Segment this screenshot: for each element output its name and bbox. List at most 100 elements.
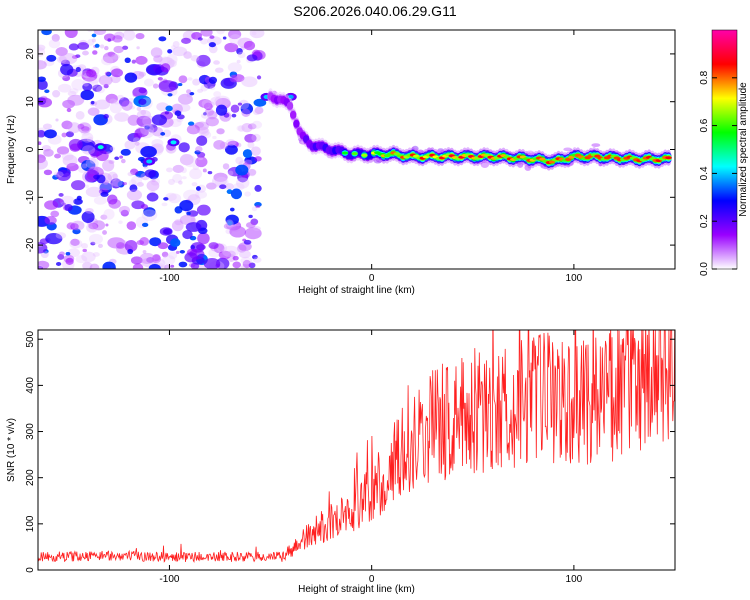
noise-blob bbox=[44, 129, 57, 139]
noise-blob bbox=[88, 233, 103, 245]
noise-blob bbox=[90, 241, 96, 246]
noise-blob bbox=[38, 47, 46, 57]
ridge-segment bbox=[286, 101, 294, 110]
noise-blob bbox=[38, 60, 47, 70]
noise-blob bbox=[189, 168, 203, 180]
ridge-segment bbox=[361, 153, 368, 157]
noise-blob bbox=[140, 146, 157, 158]
noise-blob bbox=[103, 208, 115, 220]
noise-blob bbox=[179, 250, 186, 254]
noise-blob bbox=[197, 88, 204, 93]
noise-blob bbox=[53, 171, 64, 178]
noise-blob bbox=[227, 62, 242, 73]
noise-blob bbox=[210, 96, 223, 106]
noise-blob bbox=[183, 155, 197, 168]
noise-blob bbox=[178, 261, 188, 268]
noise-blob bbox=[81, 132, 94, 143]
noise-blob bbox=[90, 100, 95, 105]
noise-blob bbox=[87, 39, 95, 46]
noise-blob bbox=[98, 180, 114, 191]
noise-blob bbox=[195, 156, 208, 168]
noise-blob bbox=[251, 206, 258, 212]
noise-blob bbox=[97, 243, 103, 248]
noise-blob bbox=[167, 93, 173, 97]
noise-blob bbox=[69, 88, 79, 95]
noise-blob bbox=[241, 108, 251, 117]
noise-blob bbox=[563, 147, 572, 152]
noise-blob bbox=[224, 42, 239, 53]
noise-blob bbox=[151, 139, 164, 148]
noise-blob bbox=[103, 33, 116, 42]
y-tick-label: 300 bbox=[25, 423, 36, 440]
noise-blob bbox=[131, 59, 136, 64]
noise-blob bbox=[105, 223, 109, 227]
noise-blob bbox=[82, 145, 95, 155]
noise-blob bbox=[77, 42, 90, 50]
noise-blob bbox=[236, 244, 247, 253]
noise-blob bbox=[250, 146, 261, 156]
noise-blob bbox=[248, 214, 253, 219]
noise-blob bbox=[65, 257, 74, 265]
noise-blob bbox=[251, 133, 261, 142]
noise-blob bbox=[169, 118, 182, 128]
noise-blob bbox=[102, 261, 116, 269]
noise-blob bbox=[136, 106, 142, 112]
noise-blob bbox=[98, 30, 107, 35]
noise-blob bbox=[170, 238, 181, 247]
noise-blob bbox=[158, 80, 177, 93]
noise-blob bbox=[236, 125, 245, 132]
noise-blob bbox=[183, 51, 192, 59]
noise-blob bbox=[143, 78, 154, 87]
noise-blob bbox=[227, 220, 233, 226]
noise-blob bbox=[219, 184, 227, 190]
noise-blob bbox=[181, 37, 191, 44]
noise-blob bbox=[91, 33, 97, 38]
noise-blob bbox=[107, 51, 116, 57]
x-tick-label: 100 bbox=[566, 273, 583, 284]
noise-blob bbox=[236, 48, 243, 55]
noise-blob bbox=[213, 172, 228, 182]
noise-blob bbox=[102, 159, 115, 172]
noise-blob bbox=[252, 254, 258, 260]
noise-blob bbox=[93, 196, 107, 205]
noise-blob bbox=[138, 98, 147, 105]
noise-blob bbox=[109, 146, 115, 151]
noise-blob bbox=[164, 264, 171, 269]
y-tick-label: 200 bbox=[25, 469, 36, 486]
noise-blob bbox=[92, 50, 98, 55]
noise-blob bbox=[162, 129, 172, 138]
noise-blob bbox=[114, 156, 120, 161]
noise-blob bbox=[178, 142, 190, 153]
noise-blob bbox=[80, 129, 90, 136]
noise-blob bbox=[171, 220, 184, 232]
noise-blob bbox=[254, 106, 264, 115]
noise-blob bbox=[243, 40, 256, 51]
noise-blob bbox=[89, 263, 100, 269]
noise-blob bbox=[225, 183, 234, 190]
noise-blob bbox=[241, 76, 258, 88]
noise-blob bbox=[129, 105, 136, 110]
noise-blob bbox=[214, 95, 231, 107]
noise-blob bbox=[189, 92, 195, 96]
noise-blob bbox=[171, 45, 176, 50]
noise-blob bbox=[43, 169, 53, 176]
noise-blob bbox=[64, 30, 78, 39]
noise-blob bbox=[166, 53, 178, 65]
noise-blob bbox=[179, 199, 194, 212]
y-tick-label: 0 bbox=[25, 146, 36, 152]
noise-blob bbox=[38, 157, 48, 170]
noise-blob bbox=[204, 108, 215, 116]
noise-blob bbox=[109, 102, 122, 114]
noise-blob bbox=[178, 93, 193, 105]
noise-blob bbox=[158, 56, 173, 66]
noise-blob bbox=[80, 89, 95, 101]
noise-blob bbox=[136, 109, 151, 120]
noise-blob bbox=[44, 216, 57, 225]
noise-blob bbox=[216, 128, 225, 135]
noise-blob bbox=[165, 105, 173, 112]
noise-blob bbox=[174, 110, 182, 117]
noise-blob bbox=[208, 42, 216, 48]
noise-blob bbox=[230, 188, 242, 200]
noise-blob bbox=[163, 197, 169, 201]
noise-blob bbox=[175, 250, 180, 255]
